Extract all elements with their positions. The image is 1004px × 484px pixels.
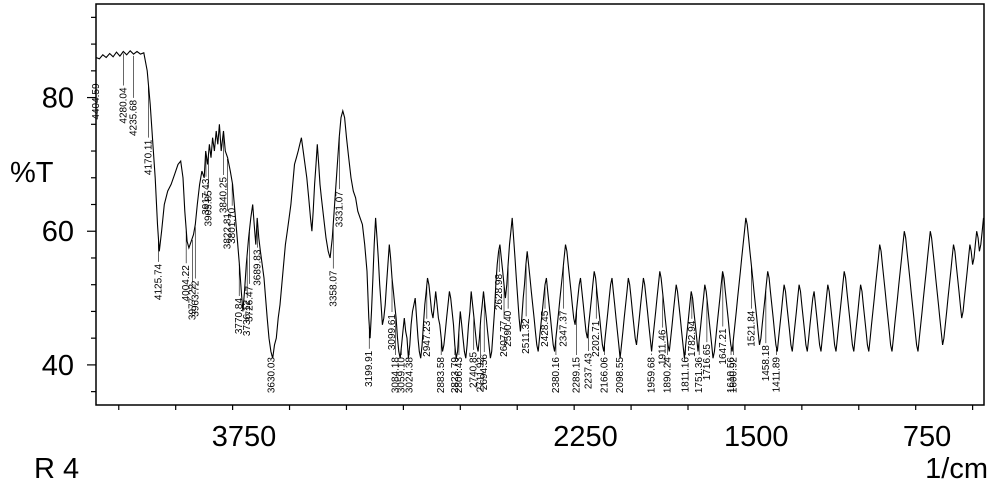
y-tick-label-0: 80 <box>42 83 74 115</box>
x-tick-label-0: 3750 <box>212 421 277 453</box>
peak-label-49: 1751.36 <box>694 357 705 394</box>
peak-label-42: 2166.06 <box>600 357 611 394</box>
peak-label-26: 2883.58 <box>436 357 447 394</box>
peak-label-22: 3084.18 <box>391 357 402 394</box>
peak-label-30: 2711.92 <box>475 357 486 393</box>
peak-label-25: 2947.23 <box>422 320 433 357</box>
peak-label-37: 2380.16 <box>551 357 562 394</box>
peak-label-9: 3905.85 <box>203 190 214 227</box>
peak-label-29: 2740.85 <box>469 351 480 388</box>
peak-label-6: 3977.22 <box>187 283 198 320</box>
peak-label-21: 3099.61 <box>387 314 398 351</box>
y-axis-ticks: 80 60 40 <box>42 16 96 393</box>
peak-label-46: 1890.24 <box>663 357 674 394</box>
peak-label-4: 4125.74 <box>153 263 164 300</box>
peak-label-10: 3840.25 <box>219 177 230 214</box>
x-tick-label-2: 1500 <box>724 421 789 453</box>
peak-label-5: 4004.22 <box>181 265 192 302</box>
peak-label-3: 4170.11 <box>143 139 154 175</box>
peak-label-32: 2628.98 <box>494 274 505 311</box>
peak-label-14: 3736.12 <box>242 300 253 337</box>
y-axis-title: %T <box>10 157 54 189</box>
x-tick-label-1: 2250 <box>553 421 618 453</box>
peak-label-54: 1521.84 <box>746 310 757 347</box>
peak-label-53: 1600.92 <box>728 357 739 394</box>
peak-label-48: 1782.94 <box>687 320 698 357</box>
peak-labels: 4404.59 4280.04 4235.68 4170.11 4125.74 4004.… <box>91 83 782 393</box>
x-tick-label-3: 750 <box>903 421 951 453</box>
peak-label-28: 2806.43 <box>454 357 465 394</box>
peak-label-41: 2202.71 <box>591 320 602 357</box>
peak-leader-lines <box>95 53 777 358</box>
peak-label-19: 3331.07 <box>334 191 345 228</box>
caption: R 4 <box>34 453 79 484</box>
peak-label-55: 1458.18 <box>761 345 772 382</box>
spectrum-trace <box>95 50 985 359</box>
peak-label-31: 2694.56 <box>479 354 490 391</box>
y-tick-label-1: 60 <box>42 216 74 248</box>
peak-label-27: 2823.79 <box>450 357 461 394</box>
peak-label-52: 1610.56 <box>726 357 737 394</box>
peak-label-12: 3801.70 <box>227 207 238 244</box>
peak-label-2: 4235.68 <box>128 99 139 136</box>
peak-label-45: 1911.46 <box>658 329 669 365</box>
peak-label-16: 3689.83 <box>253 249 264 286</box>
peak-label-43: 2098.55 <box>615 357 626 394</box>
peak-label-13: 3770.84 <box>234 298 245 335</box>
peak-label-15: 3726.47 <box>244 285 255 322</box>
peak-label-35: 2511.32 <box>521 318 532 354</box>
y-tick-label-2: 40 <box>42 350 74 382</box>
peak-label-36: 2428.45 <box>540 310 551 347</box>
peak-label-11: 3822.81 <box>222 213 233 250</box>
peak-label-47: 1811.16 <box>680 357 691 393</box>
peak-label-44: 1959.68 <box>647 357 658 394</box>
peak-label-7: 3963.72 <box>190 280 201 317</box>
peak-label-1: 4280.04 <box>118 87 129 124</box>
peak-label-0: 4404.59 <box>91 83 102 120</box>
peak-label-8: 3917.43 <box>201 178 212 215</box>
peak-label-51: 1647.21 <box>718 328 729 365</box>
peak-label-34: 2590.40 <box>503 310 514 347</box>
peak-label-50: 1716.65 <box>702 344 713 381</box>
peak-label-24: 3024.38 <box>404 357 415 394</box>
x-axis-unit: 1/cm <box>925 453 988 484</box>
peak-label-17: 3630.03 <box>266 357 277 394</box>
peak-label-40: 2237.43 <box>583 353 594 390</box>
peak-label-33: 2607.77 <box>499 320 510 357</box>
peak-label-56: 1411.89 <box>771 357 782 393</box>
peak-label-23: 3059.10 <box>396 357 407 394</box>
peak-label-18: 3358.07 <box>328 270 339 307</box>
peak-label-39: 2289.15 <box>572 357 583 394</box>
peak-label-20: 3199.91 <box>364 350 375 387</box>
x-axis-ticks: 3750 2250 1500 750 <box>118 405 974 453</box>
peak-label-38: 2347.37 <box>558 310 569 347</box>
